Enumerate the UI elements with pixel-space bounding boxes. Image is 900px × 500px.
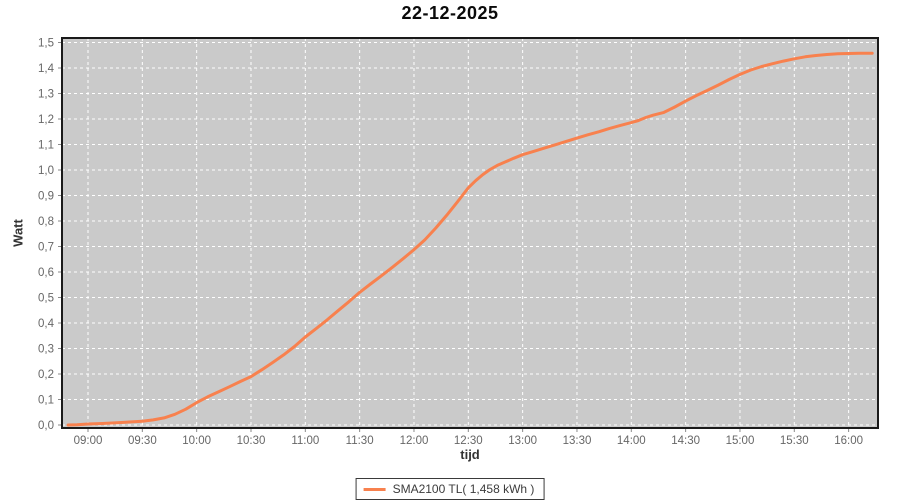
y-tick-label: 0,3 <box>38 344 54 356</box>
x-tick-label: 09:00 <box>74 435 103 447</box>
y-tick-label: 0,9 <box>38 191 54 203</box>
y-axis-title: Watt <box>10 219 26 247</box>
chart-title: 22-12-2025 <box>401 3 499 23</box>
x-tick-label: 16:00 <box>834 435 863 447</box>
plot-background <box>62 38 878 428</box>
y-tick-label: 0,0 <box>38 420 54 432</box>
x-tick-label: 15:30 <box>780 435 809 447</box>
x-tick-label: 13:30 <box>563 435 592 447</box>
y-tick-label: 0,8 <box>38 216 54 228</box>
y-tick-label: 0,1 <box>38 395 54 407</box>
x-tick-label: 14:30 <box>671 435 700 447</box>
x-tick-label: 13:00 <box>508 435 537 447</box>
x-tick-label: 11:00 <box>291 435 319 447</box>
series-line <box>66 51 874 427</box>
x-tick-label: 12:00 <box>400 435 429 447</box>
y-tick-label: 1,1 <box>38 140 54 152</box>
y-tick-label: 1,4 <box>38 63 55 75</box>
y-tick-label: 0,2 <box>38 369 54 381</box>
legend: SMA2100 TL( 1,458 kWh ) <box>355 478 545 500</box>
y-tick-label: 1,0 <box>38 165 54 177</box>
x-tick-label: 15:00 <box>726 435 755 447</box>
y-tick-label: 0,6 <box>38 267 54 279</box>
plot-border <box>61 37 879 429</box>
y-tick-label: 1,3 <box>38 89 54 101</box>
legend-label: SMA2100 TL( 1,458 kWh ) <box>392 482 535 496</box>
y-tick-label: 0,5 <box>38 293 54 305</box>
y-tick-label: 1,5 <box>38 38 54 50</box>
x-tick-label: 11:30 <box>346 435 374 447</box>
y-tick-label: 0,4 <box>38 318 55 330</box>
x-tick-label: 10:00 <box>182 435 211 447</box>
y-tick-label: 1,2 <box>38 114 54 126</box>
x-axis-title: tijd <box>460 447 480 462</box>
x-tick-label: 14:00 <box>617 435 646 447</box>
legend-line-swatch <box>363 487 386 491</box>
y-tick-label: 0,7 <box>38 242 54 254</box>
x-tick-label: 10:30 <box>237 435 266 447</box>
x-tick-label: 09:30 <box>128 435 157 447</box>
x-tick-label: 12:30 <box>454 435 483 447</box>
